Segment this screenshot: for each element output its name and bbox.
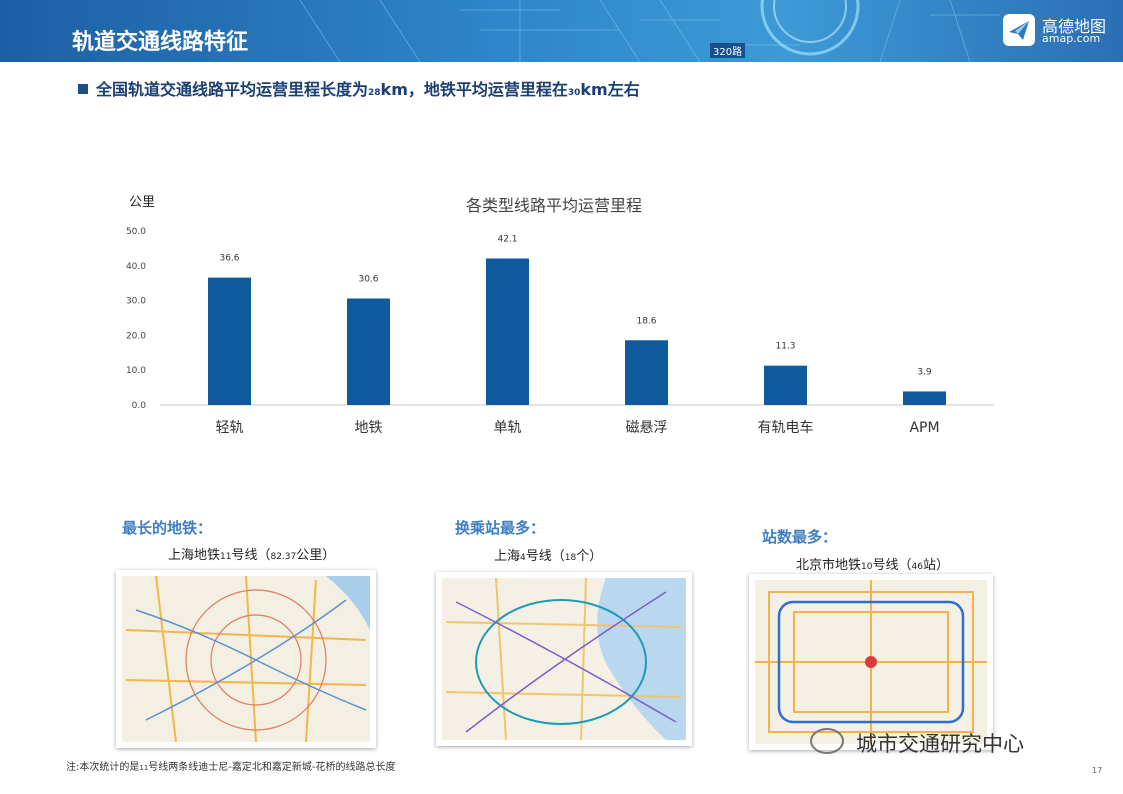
- headline: 全国轨道交通线路平均运营里程长度为28km，地铁平均运营里程在30km左右: [78, 76, 640, 100]
- headline-value2: 30: [567, 88, 581, 98]
- map-thumbnail-1: [122, 575, 370, 743]
- y-tick-label: 40.0: [126, 262, 146, 272]
- map-beijing-line10: [749, 574, 993, 750]
- x-tick-label: 磁悬浮: [626, 420, 668, 436]
- road-tag: 320路: [710, 43, 746, 58]
- x-tick-label: 有轨电车: [758, 419, 814, 436]
- map-thumbnail-2: [442, 577, 686, 741]
- y-tick-label: 0.0: [132, 401, 147, 411]
- bar: [486, 258, 529, 405]
- x-tick-label: APM: [909, 420, 939, 436]
- headline-part2: km，地铁平均运营里程在: [380, 80, 568, 99]
- bar: [347, 298, 390, 405]
- data-label: 11.3: [775, 342, 795, 352]
- card-stations-caption: 北京市地铁10号线（46站）: [796, 558, 949, 573]
- x-tick-label: 轻轨: [216, 420, 244, 436]
- card-transfer-heading: 换乘站最多：: [455, 519, 546, 537]
- logo-url: amap.com: [1042, 32, 1101, 45]
- data-label: 18.6: [636, 316, 656, 326]
- card-longest-heading: 最长的地铁：: [122, 519, 213, 537]
- data-label: 42.1: [497, 234, 517, 244]
- bar: [764, 365, 807, 405]
- map-shanghai-line11: [116, 570, 376, 748]
- wechat-watermark: 城市交通研究中心: [810, 728, 1024, 758]
- card-longest-caption: 上海地铁11号线（82.37公里）: [168, 548, 336, 563]
- card-stations-heading: 站数最多：: [762, 528, 838, 546]
- bar: [625, 340, 668, 405]
- map-thumbnail-3: [755, 580, 987, 744]
- bar-chart: 0.0 10.0 20.0 30.0 40.0 50.0 36.6 轻轨 30.6 地铁 42.1 单…: [126, 227, 994, 436]
- page-title: 轨道交通线路特征: [72, 30, 249, 55]
- headline-part3: km左右: [580, 80, 640, 99]
- footnote: 注:本次统计的是11号线两条线迪士尼-嘉定北和嘉定新城-花桥的线路总长度: [66, 762, 396, 773]
- headline-part1: 全国轨道交通线路平均运营里程长度为: [96, 80, 369, 99]
- y-axis-unit: 公里: [129, 195, 156, 210]
- page-number: 17: [1092, 766, 1103, 775]
- logo-name: 高德地图: [1042, 17, 1107, 36]
- bar: [903, 391, 946, 405]
- card-transfer-caption: 上海4号线（18个）: [494, 549, 603, 564]
- banner-map-texture: [299, 0, 1000, 62]
- y-tick-label: 50.0: [126, 227, 146, 237]
- header-banner: 轨道交通线路特征 320路 高德地图 amap.com: [0, 0, 1123, 62]
- headline-value1: 28: [368, 88, 381, 98]
- wechat-icon: [810, 728, 844, 754]
- y-tick-label: 30.0: [126, 297, 146, 307]
- bullet-square-icon: [78, 84, 88, 94]
- data-label: 3.9: [917, 367, 932, 377]
- amap-logo-icon: [1003, 14, 1035, 46]
- bar: [208, 277, 251, 405]
- data-label: 36.6: [219, 254, 239, 264]
- paper-plane-icon: [1009, 21, 1029, 40]
- x-tick-label: 单轨: [494, 420, 522, 436]
- y-tick-label: 20.0: [126, 331, 146, 341]
- data-label: 30.6: [358, 275, 378, 285]
- y-tick-label: 10.0: [126, 366, 146, 376]
- chart-title: 各类型线路平均运营里程: [466, 196, 643, 215]
- x-tick-label: 地铁: [355, 420, 383, 436]
- map-shanghai-line4: [436, 572, 692, 746]
